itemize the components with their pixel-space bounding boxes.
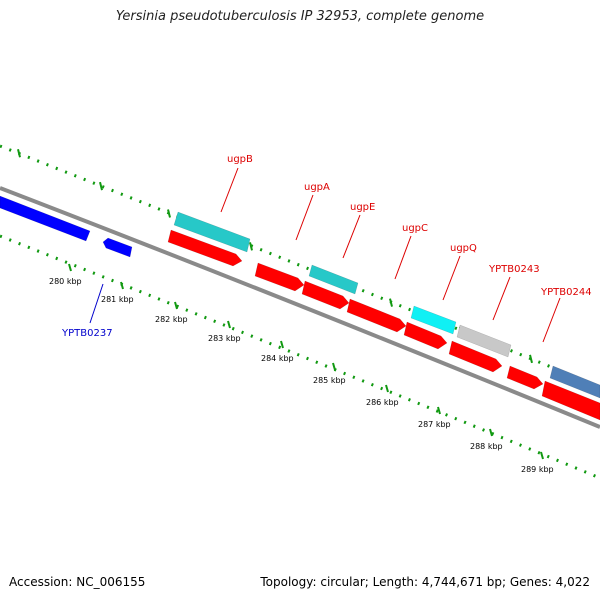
gene-ugpQ[interactable] xyxy=(456,324,512,358)
leader-ugpC xyxy=(394,235,412,280)
accession-label: Accession: NC_006155 xyxy=(9,575,146,589)
major-tick xyxy=(227,320,231,329)
tick-track-lower xyxy=(0,234,600,480)
leader-YPTB0244 xyxy=(542,297,561,343)
ruler-labels: 280 kbp 281 kbp 282 kbp 283 kbp 284 kbp 285 k… xyxy=(49,277,554,474)
ruler-label: 288 kbp xyxy=(470,442,503,451)
genome-backbone xyxy=(0,186,600,429)
gene-red-2[interactable] xyxy=(254,262,305,292)
ruler-label: 280 kbp xyxy=(49,277,82,286)
label-ugpB: ugpB xyxy=(227,154,253,165)
major-tick xyxy=(540,451,544,460)
gene-blue-small[interactable] xyxy=(102,237,133,258)
gene-red-1[interactable] xyxy=(167,229,243,267)
gene-red-7[interactable] xyxy=(506,365,544,390)
label-ugpC: ugpC xyxy=(402,223,428,234)
ruler-label: 289 kbp xyxy=(521,465,554,474)
major-tick xyxy=(120,281,124,290)
leader-ugpB xyxy=(220,167,239,213)
leader-lines xyxy=(89,167,561,343)
major-tick xyxy=(437,406,441,415)
major-tick-upper xyxy=(17,148,21,158)
major-tick xyxy=(489,428,493,437)
leader-YPTB0237 xyxy=(89,283,104,324)
major-tick xyxy=(68,263,72,272)
major-tick xyxy=(174,301,178,310)
major-tick xyxy=(280,340,284,349)
gene-ugpB[interactable] xyxy=(173,211,251,253)
ruler-label: 284 kbp xyxy=(261,354,294,363)
major-tick-upper xyxy=(529,354,533,364)
major-tick xyxy=(332,362,336,371)
label-ugpE: ugpE xyxy=(350,202,375,213)
genome-stats: Topology: circular; Length: 4,744,671 bp… xyxy=(260,575,590,589)
major-tick-upper xyxy=(99,181,103,191)
major-tick-upper xyxy=(167,209,171,218)
ruler-label: 281 kbp xyxy=(101,295,134,304)
leader-ugpE xyxy=(342,214,361,259)
major-tick-upper xyxy=(249,242,253,251)
ruler-label: 283 kbp xyxy=(208,334,241,343)
gene-red-4[interactable] xyxy=(346,298,407,333)
ruler-label: 285 kbp xyxy=(313,376,346,385)
gene-blue-left[interactable] xyxy=(0,195,91,242)
genes xyxy=(0,195,600,421)
tick-track-upper xyxy=(0,144,600,389)
map-title: Yersinia pseudotuberculosis IP 32953, co… xyxy=(115,9,485,24)
gene-red-6[interactable] xyxy=(448,340,503,373)
label-ugpA: ugpA xyxy=(304,182,330,193)
ruler-label: 282 kbp xyxy=(155,315,188,324)
label-YPTB0244: YPTB0244 xyxy=(540,287,592,298)
leader-ugpA xyxy=(295,194,314,241)
gene-red-5[interactable] xyxy=(403,321,448,350)
leader-ugpQ xyxy=(442,255,461,301)
gene-YPTB0244[interactable] xyxy=(541,380,600,421)
label-ugpQ: ugpQ xyxy=(450,243,477,254)
gene-ugpC[interactable] xyxy=(410,305,457,335)
gene-YPTB0243[interactable] xyxy=(549,365,600,399)
label-YPTB0243: YPTB0243 xyxy=(488,264,540,275)
gene-red-3[interactable] xyxy=(301,280,350,310)
ruler-label: 286 kbp xyxy=(366,398,399,407)
major-tick xyxy=(385,384,389,393)
leader-YPTB0243 xyxy=(492,276,511,321)
label-YPTB0237: YPTB0237 xyxy=(61,328,113,339)
major-tick-upper xyxy=(389,298,393,307)
gene-ugpE[interactable] xyxy=(308,264,359,295)
gene-labels: ugpB ugpA ugpE ugpC ugpQ YPTB0243 YPTB02… xyxy=(61,154,592,339)
ruler-label: 287 kbp xyxy=(418,420,451,429)
